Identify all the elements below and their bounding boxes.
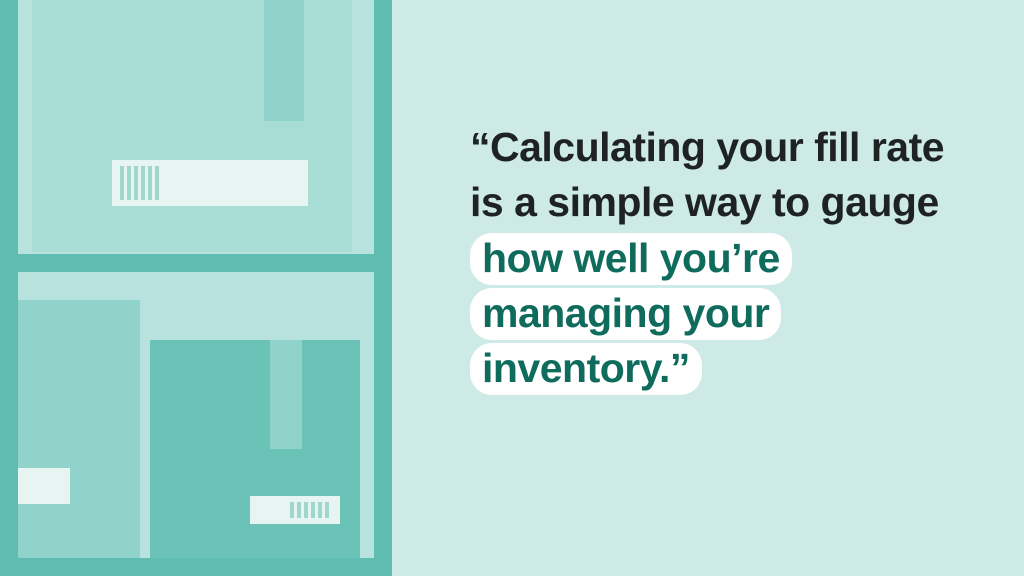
infographic-card: “Calculating your fill rate is a simple …: [0, 0, 1024, 576]
shelving-illustration: [0, 0, 400, 576]
quote-plain: “Calculating your fill rate is a simple …: [470, 124, 944, 225]
quote-highlight: how well you’re managing your inventory.…: [470, 233, 792, 396]
quote-block: “Calculating your fill rate is a simple …: [470, 120, 970, 397]
quote-text: “Calculating your fill rate is a simple …: [470, 120, 970, 397]
